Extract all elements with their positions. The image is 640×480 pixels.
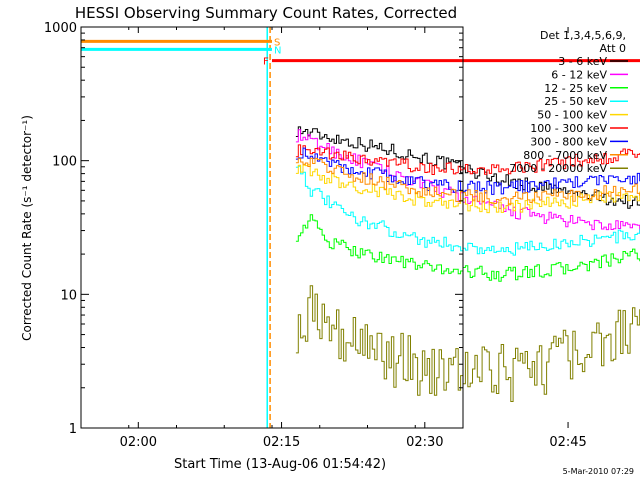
legend-label-6: 100 - 300 keV [530,122,607,135]
legend-label-3: 12 - 25 keV [544,82,607,95]
x-tick-label-1: 02:00 [120,435,157,450]
flag-label-n: N [274,45,281,56]
y-tick-label-4: 1000 [44,21,77,36]
legend-label-9: 7000 - 20000 keV [509,162,607,175]
legend-header-line-2: Att 0 [600,42,626,55]
legend-label-4: 25 - 50 keV [544,95,607,108]
series-trace-6 [295,144,640,175]
x-axis-label: Start Time (13-Aug-06 01:54:42) [174,457,386,472]
legend-label-2: 6 - 12 keV [551,68,607,81]
x-tick-label-3: 02:30 [406,435,443,450]
legend-label-1: 3 - 6 keV [558,55,607,68]
footer-timestamp: 5-Mar-2010 07:29 [563,467,634,476]
flag-label-f: F [263,57,269,68]
series-trace-3 [295,214,640,282]
axes: 02:0002:1502:3002:4503:0003:1503:3011010… [44,21,587,450]
series-trace-2 [295,129,640,234]
legend-label-7: 300 - 800 keV [530,135,607,148]
y-tick-label-3: 100 [52,155,77,170]
series-trace-9 [295,285,640,402]
series-trace-8 [295,157,640,206]
x-tick-label-4: 02:45 [549,435,586,450]
legend-label-5: 50 - 100 keV [537,109,607,122]
x-tick-label-2: 02:15 [263,435,300,450]
series-trace-7 [295,147,640,195]
y-tick-label-2: 10 [60,288,77,303]
series-trace-1 [295,126,640,209]
legend-header-line-1: Det 1,3,4,5,6,9, [540,29,626,42]
chart-title: HESSI Observing Summary Count Rates, Cor… [75,4,457,22]
legend-label-8: 800 - 7000 keV [523,149,607,162]
y-axis-label: Corrected Count Rate (s⁻¹ detector⁻¹) [20,115,34,341]
flag-label-s: S [274,37,280,48]
series-trace-4 [295,165,640,256]
y-tick-label-1: 1 [69,422,77,437]
plot-area: SNF [81,27,640,428]
